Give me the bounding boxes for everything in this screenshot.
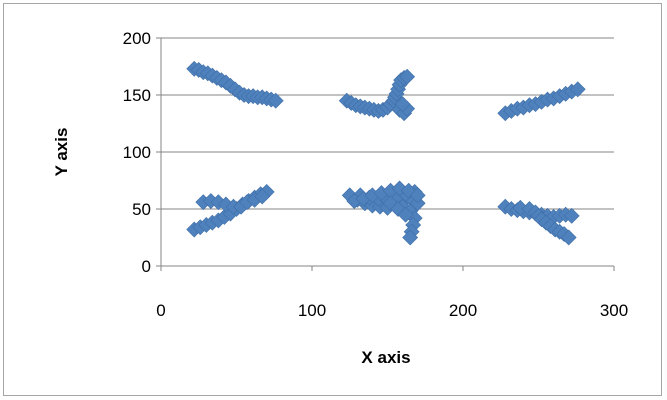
data-point (254, 188, 271, 205)
data-point (394, 96, 411, 113)
data-point (399, 68, 416, 85)
x-tick-label: 0 (156, 301, 165, 320)
data-point (560, 229, 577, 246)
y-axis-title: Y axis (52, 128, 71, 177)
x-tick-label: 300 (600, 301, 628, 320)
y-tick-label: 0 (142, 257, 151, 276)
y-tick-label: 150 (123, 86, 151, 105)
data-point (267, 92, 284, 109)
data-point (397, 206, 414, 223)
data-point (409, 187, 426, 204)
data-point (569, 81, 586, 98)
data-point (409, 195, 426, 212)
data-point (563, 207, 580, 224)
y-tick-label: 200 (123, 29, 151, 48)
x-tick-label: 100 (298, 301, 326, 320)
x-axis-title: X axis (361, 348, 410, 367)
tick-labels: 0 50 100 150 200 0 100 200 300 (123, 29, 629, 320)
chart-frame (3, 3, 662, 396)
gridlines (161, 37, 614, 210)
y-tick-label: 50 (132, 200, 151, 219)
data-points (186, 60, 586, 246)
y-tick-label: 100 (123, 143, 151, 162)
x-tick-label: 200 (449, 301, 477, 320)
data-point (402, 229, 419, 246)
axes (156, 37, 615, 271)
